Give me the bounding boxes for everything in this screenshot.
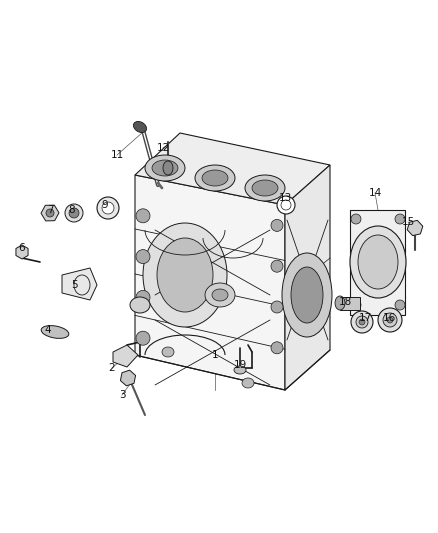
Text: 1: 1 [212,350,218,360]
Text: 16: 16 [382,313,396,323]
Ellipse shape [143,223,227,327]
Ellipse shape [359,319,365,325]
Ellipse shape [152,160,178,176]
Ellipse shape [277,196,295,214]
Ellipse shape [358,235,398,289]
Text: 14: 14 [368,188,381,198]
Ellipse shape [395,300,405,310]
Text: 17: 17 [358,313,371,323]
Ellipse shape [65,204,83,222]
Ellipse shape [195,165,235,191]
Ellipse shape [395,214,405,224]
Ellipse shape [162,347,174,357]
Ellipse shape [102,202,114,214]
Ellipse shape [69,208,79,218]
Ellipse shape [351,300,361,310]
Text: 8: 8 [69,205,75,215]
Text: 12: 12 [156,143,170,153]
Ellipse shape [134,122,147,133]
Ellipse shape [136,290,150,304]
Ellipse shape [163,161,173,175]
Text: 6: 6 [19,243,25,253]
Text: 2: 2 [109,363,115,373]
Polygon shape [113,345,138,367]
Ellipse shape [291,267,323,323]
Ellipse shape [271,260,283,272]
Ellipse shape [136,249,150,264]
Ellipse shape [351,311,373,333]
Ellipse shape [281,200,291,210]
Ellipse shape [205,283,235,307]
Text: 7: 7 [47,205,53,215]
Ellipse shape [271,301,283,313]
Text: 9: 9 [102,200,108,210]
Ellipse shape [335,296,345,310]
Polygon shape [285,165,330,390]
Ellipse shape [351,214,361,224]
Ellipse shape [252,180,278,196]
Ellipse shape [202,170,228,186]
Polygon shape [62,268,97,300]
Polygon shape [340,297,360,310]
Ellipse shape [157,238,213,312]
Ellipse shape [242,378,254,388]
Ellipse shape [378,308,402,332]
Ellipse shape [387,317,393,323]
Text: 11: 11 [110,150,124,160]
Ellipse shape [212,289,228,301]
Text: 19: 19 [233,360,247,370]
Ellipse shape [41,326,69,338]
Ellipse shape [136,209,150,223]
Ellipse shape [245,175,285,201]
Ellipse shape [136,331,150,345]
Ellipse shape [383,313,397,327]
Ellipse shape [46,209,54,217]
Ellipse shape [234,366,246,374]
Ellipse shape [271,220,283,231]
Ellipse shape [356,316,368,328]
Text: 13: 13 [279,193,292,203]
Text: 18: 18 [339,297,352,307]
Ellipse shape [130,297,150,313]
Text: 15: 15 [401,217,415,227]
Polygon shape [135,133,330,205]
Text: 5: 5 [71,280,78,290]
Ellipse shape [145,155,185,181]
Ellipse shape [350,226,406,298]
Text: 3: 3 [119,390,125,400]
Ellipse shape [282,253,332,337]
Text: 4: 4 [45,325,51,335]
Polygon shape [350,210,405,315]
Ellipse shape [271,342,283,354]
Ellipse shape [97,197,119,219]
Polygon shape [135,175,285,390]
